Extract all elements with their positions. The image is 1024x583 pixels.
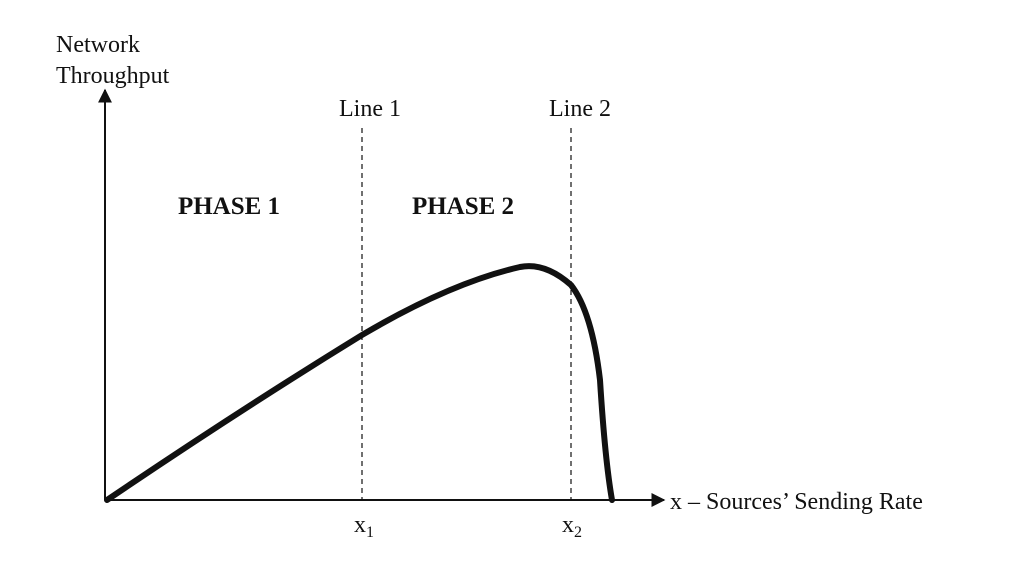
reference-line-2-label: Line 2: [549, 96, 611, 122]
phase-2-label: PHASE 2: [412, 193, 514, 220]
tick-label-x1-base: x: [354, 512, 366, 538]
y-axis-title-line2: Throughput: [56, 63, 170, 89]
y-axis-title-line1: Network: [56, 32, 140, 58]
tick-label-x2-subscript: 2: [574, 524, 582, 541]
x-axis-title: x – Sources’ Sending Rate: [670, 489, 923, 515]
phase-1-label: PHASE 1: [178, 193, 280, 220]
tick-label-x2: x2: [562, 512, 582, 541]
reference-line-1-label: Line 1: [339, 96, 401, 122]
tick-label-x2-base: x: [562, 512, 574, 538]
throughput-curve: [104, 263, 615, 503]
tick-label-x1-subscript: 1: [366, 524, 374, 541]
tick-label-x1: x1: [354, 512, 374, 541]
